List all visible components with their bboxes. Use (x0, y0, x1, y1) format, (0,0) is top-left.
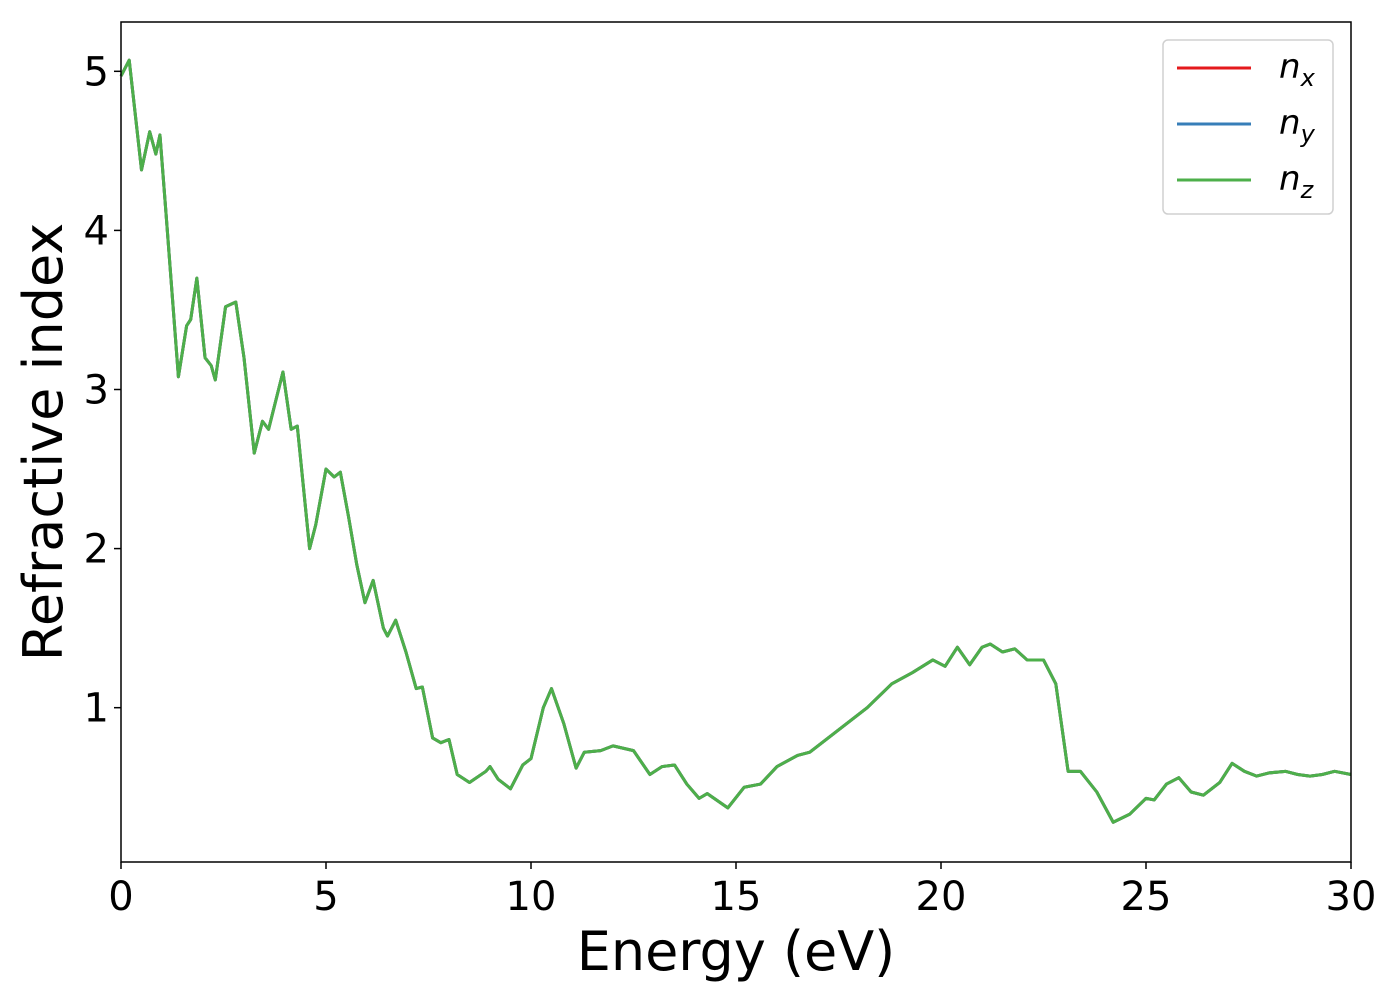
legend-label: nx (1279, 47, 1316, 92)
legend-label: nz (1279, 159, 1315, 204)
y-tick-label: 4 (84, 208, 109, 254)
x-tick-label: 25 (1121, 874, 1172, 920)
x-tick-label: 5 (313, 874, 338, 920)
y-tick-label: 2 (84, 527, 109, 573)
legend-label: ny (1279, 103, 1316, 148)
y-axis-label: Refractive index (12, 223, 75, 662)
x-axis-label: Energy (eV) (577, 920, 896, 983)
x-tick-label: 0 (108, 874, 133, 920)
plot-frame (120, 21, 1352, 863)
y-tick-label: 5 (84, 49, 109, 95)
x-tick-label: 10 (506, 874, 557, 920)
legend-box (1162, 39, 1334, 215)
x-tick-label: 20 (916, 874, 967, 920)
x-tick-label: 15 (711, 874, 762, 920)
line-series (119, 58, 1352, 824)
y-tick-label: 1 (84, 686, 109, 732)
x-tick-label: 30 (1326, 874, 1377, 920)
y-tick-label: 3 (84, 368, 109, 414)
